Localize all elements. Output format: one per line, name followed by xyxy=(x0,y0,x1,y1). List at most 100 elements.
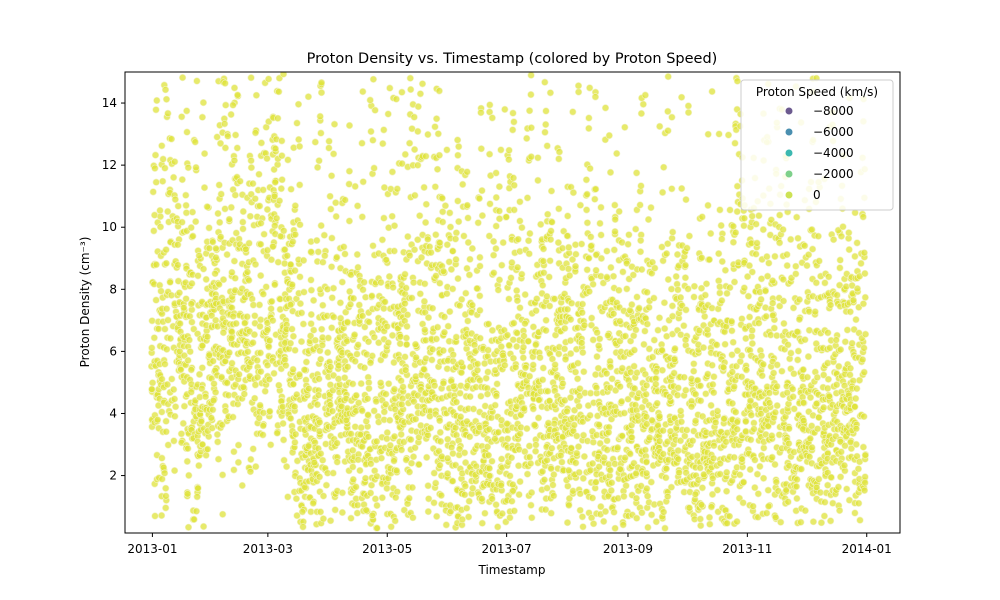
data-point xyxy=(644,215,653,224)
data-point xyxy=(605,131,613,140)
data-point xyxy=(358,213,366,221)
data-point xyxy=(505,295,513,303)
data-point xyxy=(477,392,485,400)
data-point xyxy=(293,511,301,520)
data-point xyxy=(356,466,364,475)
data-point xyxy=(352,391,360,400)
data-point xyxy=(775,239,784,247)
data-point xyxy=(161,469,169,477)
data-point xyxy=(214,438,222,446)
data-point xyxy=(304,93,313,101)
data-point xyxy=(529,405,537,413)
data-point xyxy=(227,110,235,119)
data-point xyxy=(589,336,597,344)
data-point xyxy=(245,276,253,284)
data-point xyxy=(821,279,829,287)
data-point xyxy=(481,509,489,517)
data-point xyxy=(382,390,390,398)
data-point xyxy=(288,281,296,289)
data-point xyxy=(658,188,667,196)
data-point xyxy=(209,238,217,246)
data-point xyxy=(365,384,373,393)
data-point xyxy=(658,366,667,374)
data-point xyxy=(459,180,467,188)
data-point xyxy=(443,241,451,249)
data-point xyxy=(754,490,762,498)
data-point xyxy=(668,312,677,320)
data-point xyxy=(466,393,474,401)
data-point xyxy=(446,308,454,316)
data-point xyxy=(223,251,231,259)
data-point xyxy=(674,455,682,463)
data-point xyxy=(680,322,688,330)
data-point xyxy=(197,417,205,426)
data-point xyxy=(789,385,797,393)
data-point xyxy=(486,101,494,109)
data-point xyxy=(456,389,464,397)
data-point xyxy=(457,369,466,377)
data-point xyxy=(158,375,166,383)
data-point xyxy=(860,412,868,421)
data-point xyxy=(794,347,803,355)
data-point xyxy=(495,207,503,215)
data-point xyxy=(360,364,369,372)
data-point xyxy=(411,191,419,199)
data-point xyxy=(728,399,737,408)
data-point xyxy=(443,365,451,373)
data-point xyxy=(589,280,597,288)
data-point xyxy=(513,287,521,295)
data-point xyxy=(205,224,213,232)
data-point xyxy=(284,493,292,501)
data-point xyxy=(583,437,592,445)
data-point xyxy=(803,373,812,381)
data-point xyxy=(259,431,267,439)
data-point xyxy=(307,248,315,256)
data-point xyxy=(259,290,267,298)
data-point xyxy=(293,457,302,465)
data-point xyxy=(569,189,578,197)
data-point xyxy=(491,435,499,443)
data-point xyxy=(328,294,336,302)
data-point xyxy=(673,391,682,399)
data-point xyxy=(604,428,613,437)
data-point xyxy=(341,250,349,258)
data-point xyxy=(377,454,386,462)
data-point xyxy=(251,312,259,320)
data-point xyxy=(372,397,380,406)
data-point xyxy=(180,304,188,312)
data-point xyxy=(296,300,305,308)
data-point xyxy=(433,165,442,173)
data-point xyxy=(475,194,484,203)
data-point xyxy=(436,461,444,469)
data-point xyxy=(548,218,556,226)
data-point xyxy=(707,401,715,410)
data-point xyxy=(172,403,180,411)
data-point xyxy=(167,291,175,299)
data-point xyxy=(261,387,269,395)
data-point xyxy=(451,235,460,243)
data-point xyxy=(727,317,736,326)
data-point xyxy=(330,120,339,128)
data-point xyxy=(188,208,197,216)
data-point xyxy=(709,380,717,389)
data-point xyxy=(422,218,430,227)
data-point xyxy=(252,91,260,99)
data-point xyxy=(578,339,586,347)
data-point xyxy=(341,196,349,204)
data-point xyxy=(559,379,567,388)
data-point xyxy=(550,492,558,500)
y-axis-label: Proton Density (cm⁻³) xyxy=(78,237,92,368)
data-point xyxy=(587,242,595,250)
data-point xyxy=(582,206,591,214)
data-point xyxy=(542,120,550,129)
data-point xyxy=(808,245,817,253)
data-point xyxy=(433,115,441,123)
data-point xyxy=(704,201,712,209)
data-point xyxy=(463,264,471,273)
data-point xyxy=(596,335,604,343)
data-point xyxy=(351,331,359,339)
data-point xyxy=(662,250,671,258)
data-point xyxy=(159,177,167,185)
data-point xyxy=(359,178,367,186)
data-point xyxy=(205,244,213,252)
